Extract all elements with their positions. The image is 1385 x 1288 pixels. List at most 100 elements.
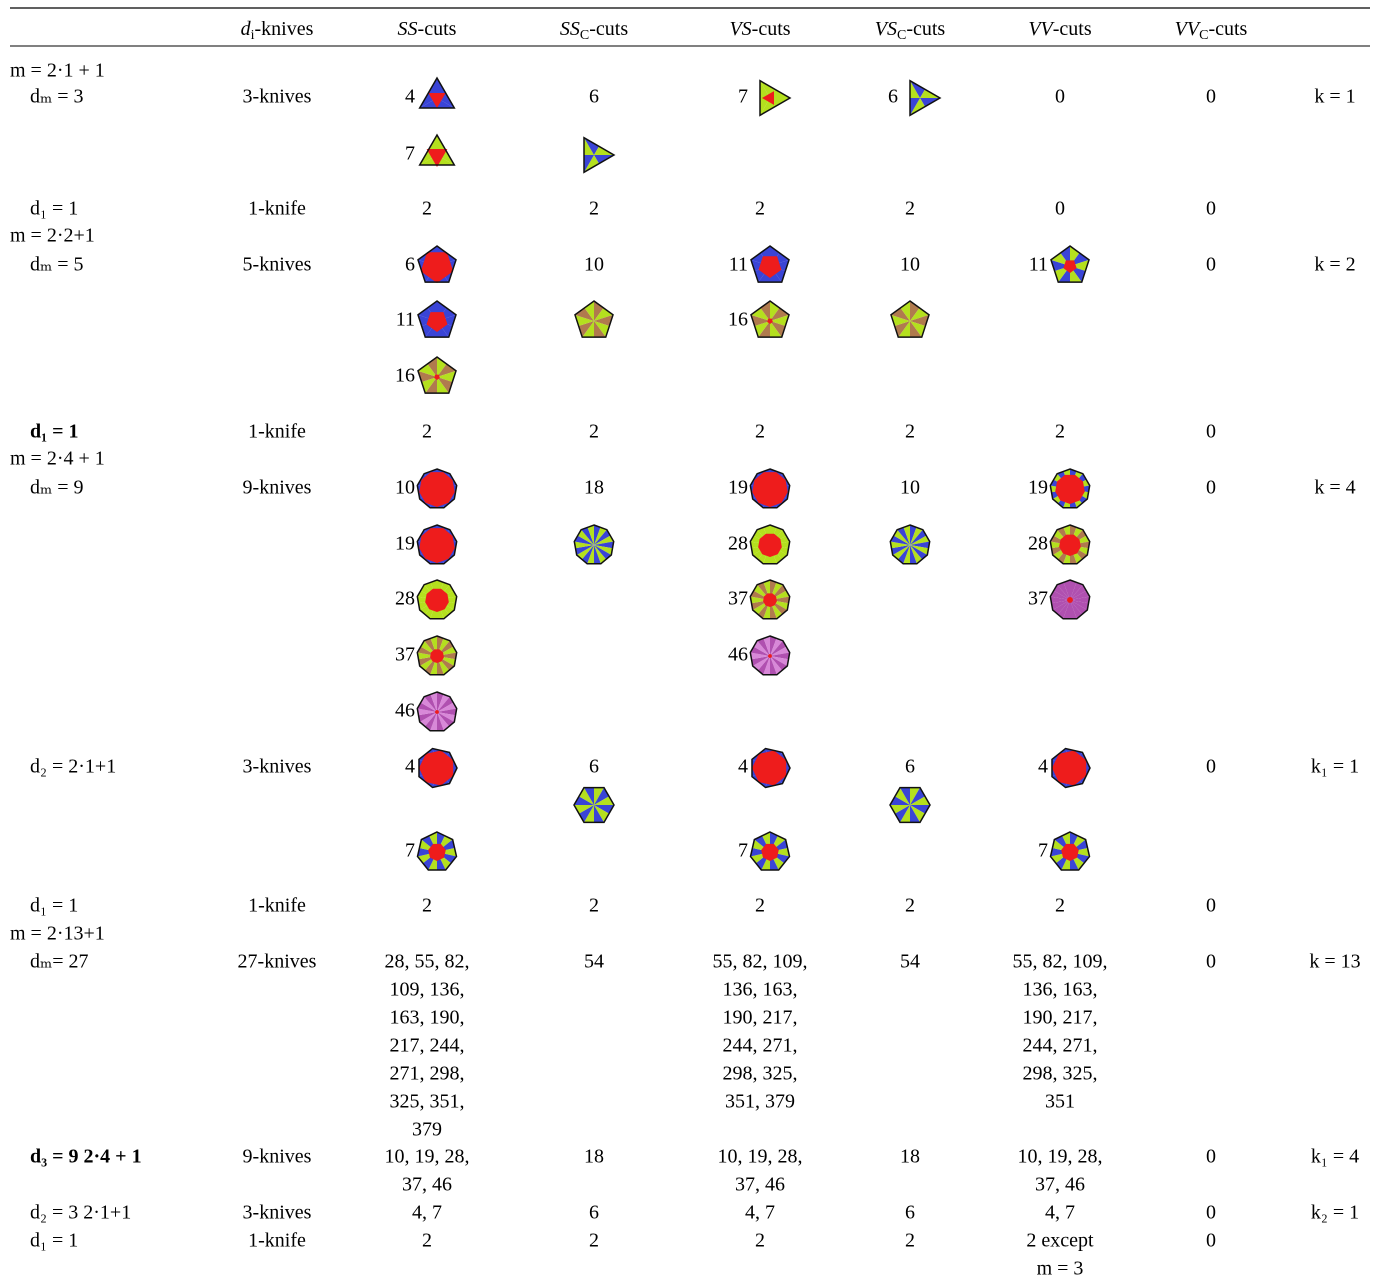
cell-text: 28: [728, 533, 748, 555]
icon-wedge: [574, 796, 594, 805]
header-part: VV: [1028, 18, 1055, 40]
cell-text: 2: [589, 198, 599, 220]
cell-text: 0: [1206, 1202, 1216, 1224]
icon-wedge: [584, 787, 594, 805]
icon-wedge: [1051, 600, 1070, 610]
icon-wedge: [910, 98, 925, 116]
cell-text: 11: [1029, 254, 1048, 276]
header-part: -cuts: [1053, 18, 1092, 40]
polygon-icon: [889, 786, 931, 824]
cell-text: 37, 46: [402, 1174, 452, 1196]
cell-text: 4, 7: [1045, 1202, 1075, 1224]
k-value: k = 1: [1314, 86, 1355, 108]
icon-outline: [1050, 245, 1090, 283]
icon-wedge: [584, 155, 594, 173]
cell-text: 4: [405, 86, 415, 108]
polygon-icon: [418, 133, 456, 167]
icon-outline: [749, 579, 791, 620]
cell-text: 325, 351,: [390, 1091, 465, 1113]
icon-wedge: [420, 696, 437, 712]
icon-wedge: [594, 541, 614, 549]
cell-text: 136, 163,: [723, 979, 798, 1001]
icon-wedge: [1050, 596, 1070, 604]
cell-text: 10: [395, 477, 415, 499]
row-label: m = 2·13+1: [10, 923, 105, 945]
icon-wedge: [750, 314, 770, 326]
icon-wedge: [752, 656, 770, 671]
icon-outline: [416, 831, 458, 871]
k-value: k = 2: [1314, 254, 1355, 276]
cell-text: 10, 19, 28,: [1018, 1146, 1103, 1168]
icon-wedge: [1058, 266, 1070, 283]
polygon-icon: [759, 79, 792, 117]
polygon-icon: [1049, 831, 1091, 871]
cell-text: 6: [888, 86, 898, 108]
icon-wedge: [437, 377, 453, 394]
icon-wedge: [594, 805, 614, 814]
icon-wedge: [750, 847, 770, 857]
icon-wedge: [437, 694, 450, 712]
row-label: dₘ = 3: [30, 86, 84, 108]
cell-text: 3-knives: [243, 756, 312, 778]
cell-text: 271, 298,: [390, 1063, 465, 1085]
icon-wedge: [897, 545, 910, 564]
cell-text: 2: [905, 421, 915, 443]
icon-wedge: [770, 652, 790, 660]
icon-wedge: [1070, 590, 1090, 600]
cell-text: 379: [412, 1119, 442, 1141]
icon-wedge: [770, 646, 790, 656]
polygon-icon: [751, 747, 791, 789]
polygon-icon: [1050, 245, 1090, 283]
icon-wedge: [594, 321, 610, 338]
icon-wedge: [418, 712, 437, 722]
k-value: k = 4: [1314, 477, 1355, 499]
cell-text: 298, 325,: [723, 1063, 798, 1085]
column-header: VSC-cuts: [875, 18, 946, 44]
header-part: -cuts: [589, 18, 628, 40]
icon-outline: [1049, 831, 1091, 871]
icon-wedge: [900, 301, 910, 321]
cell-text: 2: [905, 198, 915, 220]
icon-wedge: [579, 805, 594, 823]
icon-wedge: [910, 535, 930, 545]
icon-wedge: [903, 545, 910, 564]
polygon-icon: [416, 635, 458, 676]
icon-wedge: [770, 314, 790, 326]
icon-core: [752, 472, 788, 507]
icon-outline: [1049, 468, 1091, 509]
icon-outline: [574, 300, 614, 338]
column-header: VS-cuts: [729, 18, 790, 40]
header-part: -cuts: [906, 18, 945, 40]
icon-wedge: [910, 787, 920, 805]
header-part: -knives: [255, 18, 314, 40]
icon-outline: [583, 136, 616, 174]
icon-wedge: [594, 545, 612, 560]
icon-outline: [751, 747, 791, 789]
icon-core: [758, 533, 782, 557]
polygon-icon: [1051, 747, 1091, 789]
icon-wedge: [910, 545, 923, 564]
icon-wedge: [424, 694, 437, 712]
icon-outline: [749, 524, 791, 565]
icon-core: [435, 710, 439, 714]
icon-core: [762, 91, 774, 105]
cell-text: 6: [589, 86, 599, 108]
icon-wedge: [594, 545, 613, 555]
cell-text: 4, 7: [745, 1202, 775, 1224]
cell-text: 2: [905, 1230, 915, 1252]
icon-wedge: [1050, 847, 1070, 857]
polygon-icon: [417, 300, 457, 338]
icon-wedge: [437, 370, 457, 382]
icon-wedge: [594, 529, 611, 545]
polygon-icon: [416, 468, 458, 509]
icon-core: [1067, 597, 1073, 603]
icon-outline: [417, 245, 457, 283]
cell-text: 2: [755, 1230, 765, 1252]
icon-wedge: [1070, 259, 1090, 271]
polygon-icon: [416, 579, 458, 620]
cell-text: 6: [405, 254, 415, 276]
cell-text: 10: [900, 254, 920, 276]
k-value: k₂ = 1: [1311, 1202, 1359, 1224]
polygon-icon: [749, 468, 791, 509]
icon-wedge: [770, 307, 790, 321]
